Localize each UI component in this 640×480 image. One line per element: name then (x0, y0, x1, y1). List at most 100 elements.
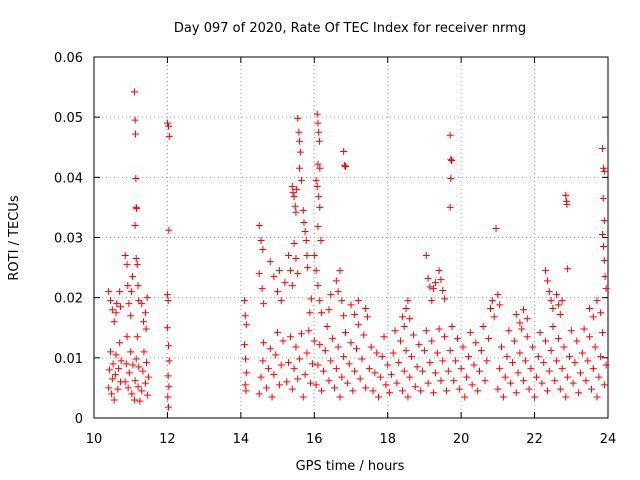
data-point (107, 348, 115, 356)
data-point (510, 337, 518, 345)
data-point (431, 279, 439, 287)
data-point (457, 365, 465, 373)
y-tick-labels: 0 0.01 0.02 0.03 0.04 0.05 0.06 (54, 51, 83, 427)
data-point (241, 312, 249, 320)
data-point (164, 372, 172, 380)
data-point (296, 164, 304, 172)
x-tick-label: 10 (86, 432, 103, 447)
data-point (347, 339, 355, 347)
data-point (316, 164, 324, 172)
data-point (362, 304, 370, 312)
data-point (345, 360, 353, 368)
data-point (272, 351, 280, 359)
data-point (165, 122, 173, 130)
data-point (308, 360, 316, 368)
data-point (314, 282, 322, 290)
data-point (419, 367, 427, 375)
data-point (523, 315, 531, 323)
data-point (463, 373, 471, 381)
data-point (595, 373, 603, 381)
data-point (466, 329, 474, 337)
data-point (266, 258, 274, 266)
data-point (602, 361, 610, 369)
data-point (299, 206, 307, 214)
data-point (406, 315, 414, 323)
data-point (108, 306, 116, 314)
y-tick-label: 0.05 (54, 111, 83, 126)
x-tick-labels: 10 12 14 16 18 20 22 24 (86, 432, 617, 447)
data-point (600, 217, 608, 225)
data-point (446, 203, 454, 211)
data-point (281, 279, 289, 287)
data-point (105, 366, 113, 374)
data-point (430, 285, 438, 293)
x-tick-label: 20 (453, 432, 470, 447)
data-point (263, 384, 271, 392)
y-tick-label: 0.03 (54, 232, 83, 247)
data-point (529, 343, 537, 351)
data-point (367, 343, 375, 351)
data-point (338, 373, 346, 381)
data-point (600, 243, 608, 251)
data-point (290, 365, 298, 373)
data-point (545, 288, 553, 296)
data-point (584, 357, 592, 365)
data-point (362, 384, 370, 392)
data-point (127, 312, 135, 320)
data-point (310, 252, 318, 260)
data-point (108, 390, 116, 398)
data-point (109, 360, 117, 368)
data-point (315, 193, 323, 201)
data-point (587, 385, 595, 393)
data-point (135, 363, 143, 371)
data-point (591, 343, 599, 351)
data-point (325, 377, 333, 385)
data-point (518, 325, 526, 333)
data-point (259, 246, 267, 254)
data-point (255, 390, 263, 398)
data-point (332, 277, 340, 285)
data-point (442, 387, 450, 395)
data-point (330, 384, 338, 392)
data-point (319, 367, 327, 375)
data-point (433, 349, 441, 357)
data-point (498, 343, 506, 351)
data-point (138, 387, 146, 395)
data-point (133, 205, 141, 213)
data-point (549, 323, 557, 331)
data-point (321, 347, 329, 355)
data-point (336, 393, 344, 401)
data-point (277, 297, 285, 305)
data-point (415, 341, 423, 349)
data-point (558, 365, 566, 373)
data-point (514, 369, 522, 377)
data-point (116, 303, 124, 311)
data-point (505, 327, 513, 335)
data-point (483, 357, 491, 365)
data-point (316, 203, 324, 211)
data-point (413, 363, 421, 371)
data-point (380, 333, 388, 341)
data-point (127, 348, 135, 356)
data-point (314, 361, 322, 369)
data-point (123, 333, 131, 341)
data-point (131, 130, 139, 138)
data-point (314, 160, 322, 168)
data-point (398, 387, 406, 395)
data-point (397, 337, 405, 345)
data-point (499, 393, 507, 401)
data-point (340, 147, 348, 155)
data-point (593, 393, 601, 401)
data-point (241, 297, 249, 305)
data-point (266, 345, 274, 353)
data-point (144, 391, 152, 399)
data-point (422, 252, 430, 260)
data-point (601, 273, 609, 281)
data-point (292, 208, 300, 216)
data-point (404, 297, 412, 305)
data-point (452, 357, 460, 365)
data-point (293, 185, 301, 193)
data-point (125, 369, 133, 377)
data-point (531, 393, 539, 401)
chart-title: Day 097 of 2020, Rate Of TEC Index for r… (174, 21, 526, 36)
